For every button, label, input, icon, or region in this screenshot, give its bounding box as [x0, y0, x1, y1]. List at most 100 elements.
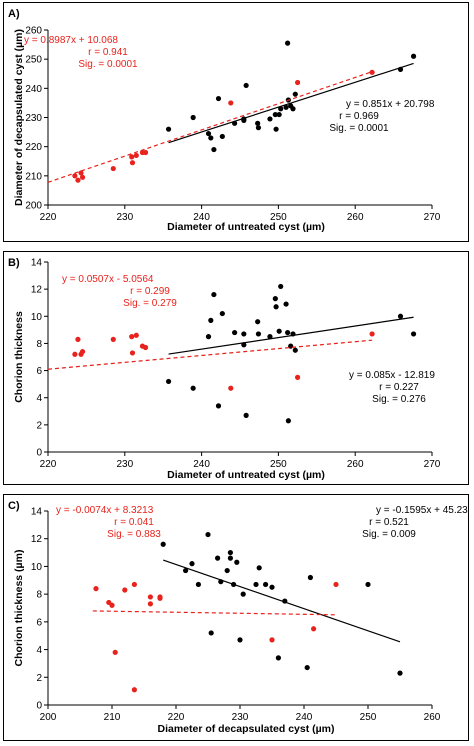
x-tick-label: 240: [193, 459, 210, 470]
black-data-point: [272, 111, 278, 118]
red-data-point: [79, 348, 86, 355]
black-regression-annotation: Sig. = 0.009: [362, 529, 416, 540]
red-data-point: [295, 79, 301, 86]
red-data-point: [122, 587, 128, 593]
black-data-point: [255, 319, 261, 325]
black-data-point: [283, 104, 289, 110]
red-data-point: [129, 154, 135, 160]
red-data-point: [131, 581, 137, 588]
black-data-point: [304, 664, 310, 671]
black-data-point: [183, 567, 189, 574]
black-data-point: [208, 135, 214, 141]
y-tick-label: 240: [25, 84, 42, 95]
black-data-point: [397, 670, 403, 676]
red-regression-annotation: r = 0.941: [88, 47, 128, 58]
x-tick-label: 250: [360, 712, 377, 723]
black-data-point: [269, 584, 275, 590]
black-data-point: [195, 581, 201, 588]
black-data-point: [397, 66, 404, 72]
panel-c: C) 0 2 4 6 8 10 12 14 200 210 220 230 240 250 260 Diamet…: [3, 494, 469, 741]
black-data-point: [190, 114, 196, 121]
red-data-point: [142, 344, 149, 351]
red-data-point: [75, 336, 81, 342]
red-data-point: [147, 594, 153, 600]
x-tick-label: 230: [116, 212, 133, 223]
y-tick-label: 2: [36, 420, 42, 431]
red-trendline: [47, 71, 373, 183]
y-tick-label: 8: [36, 590, 42, 601]
black-data-point: [282, 598, 288, 604]
black-data-point: [219, 310, 225, 317]
red-data-point: [93, 586, 99, 592]
black-data-point: [165, 126, 172, 132]
black-data-point: [256, 565, 262, 571]
black-data-point: [276, 111, 282, 118]
black-data-point: [255, 120, 261, 126]
red-data-point: [311, 626, 317, 632]
red-data-point: [75, 177, 81, 183]
panel-b: B) 0 2 4 6 8 10 12 14 220 230 240 250 260 270 Diameter …: [3, 251, 469, 485]
y-tick-label: 230: [25, 113, 42, 124]
x-axis-title: Diameter of decapsulated cyst (µm): [157, 723, 334, 735]
y-tick-label: 0: [36, 448, 42, 459]
x-tick-label: 250: [270, 459, 287, 470]
red-data-point: [131, 687, 137, 693]
black-data-point: [273, 304, 279, 310]
x-tick-label: 240: [193, 212, 210, 223]
black-data-point: [290, 331, 296, 337]
black-data-point: [165, 378, 172, 385]
black-data-point: [224, 567, 230, 574]
black-data-point: [211, 146, 217, 153]
y-tick-label: 0: [36, 701, 42, 712]
black-data-point: [290, 106, 296, 112]
red-data-point: [72, 173, 78, 179]
black-data-point: [234, 559, 240, 565]
black-data-point: [215, 95, 222, 102]
red-data-point: [109, 602, 115, 608]
y-tick-label: 6: [36, 366, 42, 377]
black-data-point: [278, 283, 284, 290]
red-data-point: [112, 649, 118, 655]
y-tick-label: 220: [25, 142, 42, 153]
black-data-point: [255, 331, 262, 337]
black-data-point: [365, 581, 371, 588]
x-axis-title: Diameter of untreated cyst (µm): [167, 469, 325, 481]
black-regression-annotation: r = 0.227: [379, 382, 419, 393]
x-tick-label: 250: [270, 212, 287, 223]
red-data-point: [228, 385, 234, 391]
y-tick-label: 10: [31, 562, 43, 573]
black-data-point: [243, 412, 249, 418]
black-data-point: [215, 555, 221, 561]
black-regression-annotation: y = -0.1595x + 45.231: [376, 505, 468, 516]
black-data-point: [240, 591, 246, 597]
y-tick-label: 250: [25, 55, 42, 66]
black-regression-annotation: Sig. = 0.0001: [329, 123, 389, 134]
x-tick-label: 270: [424, 459, 441, 470]
x-tick-label: 220: [168, 712, 185, 723]
red-data-point: [133, 152, 139, 159]
black-data-point: [232, 329, 238, 336]
panel-label: A): [8, 8, 20, 20]
red-data-point: [295, 374, 301, 380]
panel-label: B): [8, 257, 20, 269]
black-data-point: [410, 53, 417, 59]
black-data-point: [241, 331, 247, 337]
y-tick-label: 210: [25, 171, 42, 182]
black-regression-annotation: r = 0.521: [369, 517, 409, 528]
black-data-point: [219, 133, 225, 140]
black-data-point: [307, 574, 313, 581]
red-data-point: [79, 174, 86, 180]
y-tick-label: 8: [36, 339, 42, 350]
black-data-point: [227, 549, 233, 556]
x-tick-label: 220: [40, 459, 57, 470]
y-tick-label: 10: [31, 312, 43, 323]
y-tick-label: 12: [31, 285, 43, 296]
red-trendline: [92, 610, 337, 616]
black-data-point: [215, 403, 222, 409]
black-data-point: [267, 116, 273, 122]
black-data-point: [243, 82, 249, 89]
black-data-point: [205, 334, 212, 340]
red-regression-annotation: y = 0.0507x - 5.0564: [62, 274, 154, 285]
black-regression-annotation: r = 0.969: [339, 111, 379, 122]
red-data-point: [129, 160, 136, 166]
